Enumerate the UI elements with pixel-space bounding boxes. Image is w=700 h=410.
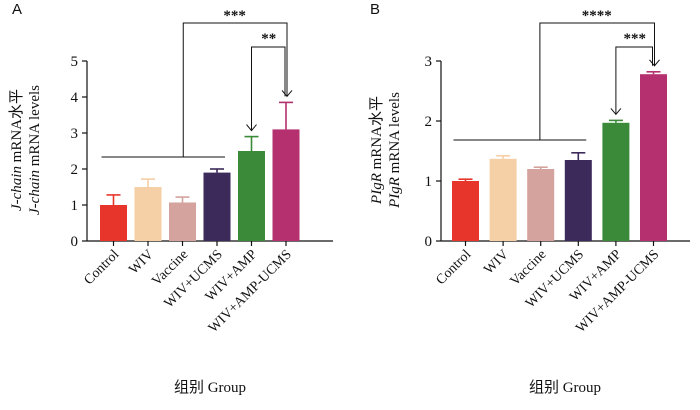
significance-arrow [246, 124, 257, 132]
significance-arrow [649, 59, 660, 67]
y-tick-label: 1 [425, 174, 433, 190]
significance-label: *** [623, 31, 646, 47]
significance-arrow [281, 90, 293, 98]
y-tick-label: 3 [425, 54, 433, 70]
y-tick-label: 0 [71, 234, 79, 250]
y-tick-label: 0 [425, 234, 433, 250]
y-tick-label: 4 [71, 90, 79, 106]
significance-bracket-outer [182, 22, 288, 157]
significance-bracket-inner [615, 46, 653, 115]
y-axis-label: PIgR mRNA水平 [368, 96, 385, 205]
y-axis-label: PIgR mRNA levels [387, 92, 403, 209]
bar [527, 169, 555, 241]
category-label: Control [433, 247, 474, 288]
category-label: WIV [126, 247, 156, 277]
bar [452, 181, 479, 241]
bar [489, 158, 517, 241]
significance-label: *** [223, 8, 246, 24]
y-tick-label: 2 [71, 162, 79, 178]
bar [203, 172, 231, 241]
y-tick-label: 5 [71, 54, 79, 70]
bar [238, 151, 265, 241]
bar [564, 160, 592, 241]
significance-label: ** [261, 31, 276, 47]
bar [272, 129, 300, 241]
y-axis-label: J-chain mRNA levels [27, 85, 43, 215]
x-axis-label: 组别 Group [174, 379, 246, 396]
significance-label: **** [582, 8, 612, 24]
panel-letter: B [370, 1, 380, 18]
y-axis-label: J-chain mRNA水平 [8, 89, 25, 211]
bar [602, 122, 630, 241]
y-tick-label: 1 [71, 198, 79, 214]
bar [640, 74, 667, 241]
y-tick-label: 2 [425, 114, 433, 130]
y-tick-label: 3 [71, 126, 79, 142]
significance-bracket-outer [539, 22, 655, 140]
category-label: WIV [482, 247, 512, 277]
significance-arrow [610, 108, 622, 116]
panel-letter: A [12, 1, 22, 18]
bar [134, 187, 162, 241]
bar [100, 205, 127, 241]
significance-bracket-inner [251, 46, 286, 131]
category-label: Control [81, 247, 122, 288]
x-axis-label: 组别 Group [529, 379, 601, 396]
bar [169, 202, 196, 241]
